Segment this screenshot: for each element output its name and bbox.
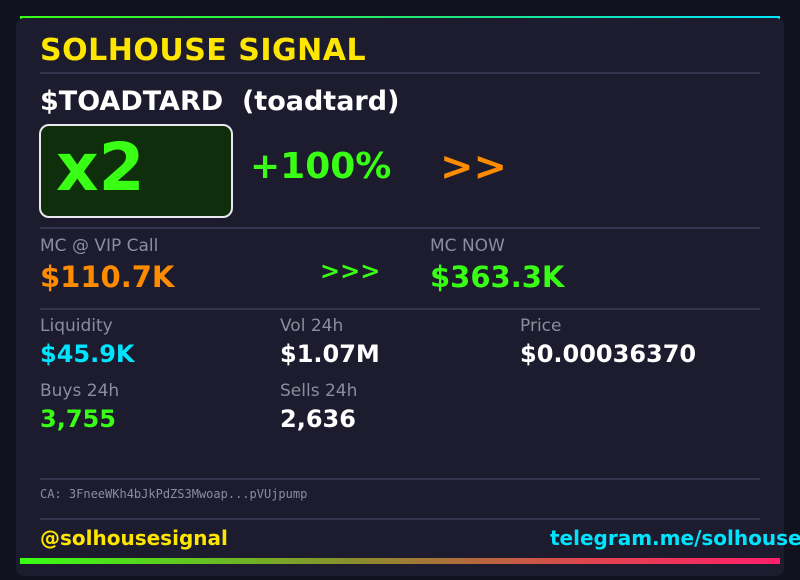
multiplier-value: x2 <box>56 129 145 206</box>
percent-change: +100% <box>250 146 392 187</box>
bottom-gradient-bar <box>20 558 780 564</box>
buys-label: Buys 24h <box>40 381 120 401</box>
price-value: $0.00036370 <box>520 340 697 368</box>
divider <box>40 518 760 520</box>
volume-label: Vol 24h <box>280 316 344 336</box>
telegram-link[interactable]: telegram.me/solhousesignal <box>550 526 800 550</box>
price-label: Price <box>520 316 562 336</box>
mc-now-value: $363.3K <box>430 260 565 294</box>
divider <box>40 478 760 480</box>
multiplier-box <box>39 124 233 218</box>
volume-value: $1.07M <box>280 340 380 368</box>
signal-card <box>16 18 784 576</box>
contract-address: CA: 3FneeWKh4bJkPdZS3Mwoap...pVUjpump <box>40 487 308 501</box>
divider <box>40 72 760 74</box>
divider <box>40 227 760 229</box>
social-handle[interactable]: @solhousesignal <box>40 526 228 550</box>
arrows-indicator: >> <box>440 144 508 190</box>
sells-value: 2,636 <box>280 405 356 433</box>
divider <box>40 308 760 310</box>
mc-now-label: MC NOW <box>430 236 505 256</box>
liquidity-value: $45.9K <box>40 340 135 368</box>
buys-value: 3,755 <box>40 405 116 433</box>
sells-label: Sells 24h <box>280 381 358 401</box>
mc-call-value: $110.7K <box>40 260 175 294</box>
mc-call-label: MC @ VIP Call <box>40 236 159 256</box>
token-ticker: $TOADTARD (toadtard) <box>40 86 400 117</box>
brand-title: SOLHOUSE SIGNAL <box>40 33 367 68</box>
liquidity-label: Liquidity <box>40 316 113 336</box>
mc-arrows: >>> <box>320 257 381 285</box>
